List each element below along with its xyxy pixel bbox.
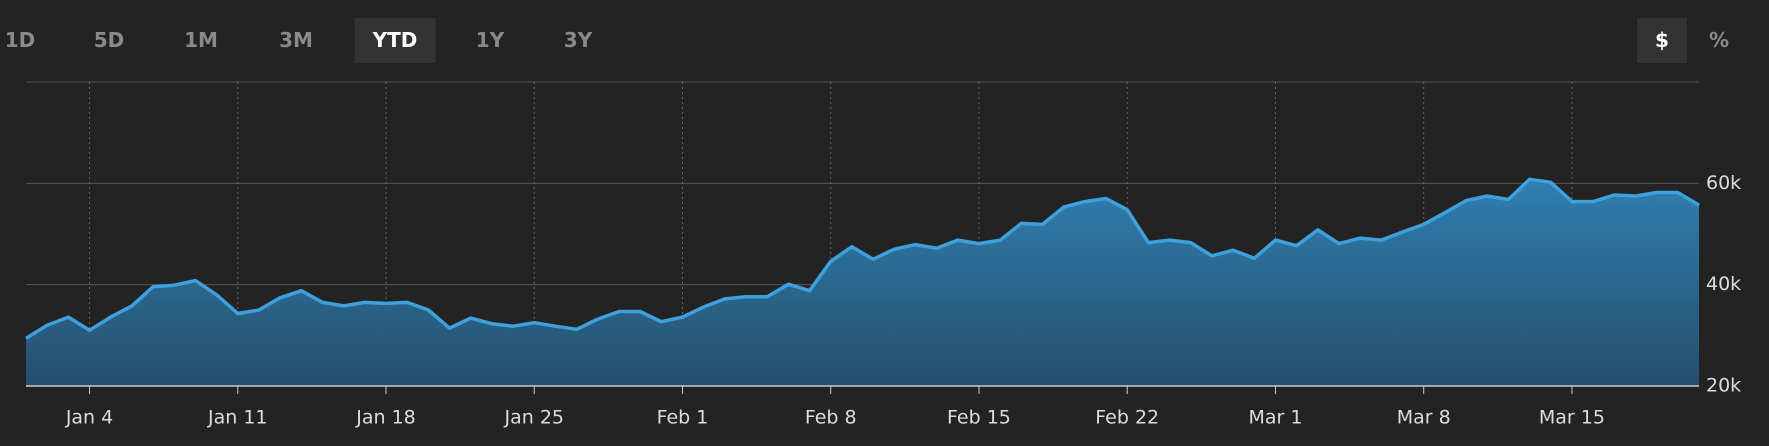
- unit-button[interactable]: $: [1637, 18, 1687, 63]
- x-tick-label: Feb 1: [657, 407, 709, 429]
- x-tick-label: Mar 15: [1539, 407, 1605, 429]
- range-button[interactable]: YTD: [354, 18, 436, 63]
- x-tick-label: Jan 4: [65, 407, 113, 429]
- x-tick-label: Jan 11: [207, 407, 268, 429]
- y-tick-label: 20k: [1706, 375, 1741, 397]
- range-button[interactable]: 1D: [4, 28, 36, 52]
- range-button[interactable]: 1Y: [475, 28, 505, 52]
- x-tick-label: Feb 15: [947, 407, 1011, 429]
- x-tick-label: Mar 1: [1248, 407, 1302, 429]
- area-fill: [26, 179, 1699, 386]
- range-button[interactable]: 3M: [279, 28, 313, 52]
- price-line: [25, 177, 1700, 340]
- range-button[interactable]: 5D: [93, 28, 125, 52]
- x-tick-label: Feb 8: [805, 407, 857, 429]
- x-tick-label: Mar 8: [1397, 407, 1451, 429]
- x-tick-label: Feb 22: [1095, 407, 1159, 429]
- y-tick-label: 40k: [1706, 273, 1741, 295]
- range-button[interactable]: 1M: [184, 28, 218, 52]
- x-tick-label: Jan 18: [355, 407, 416, 429]
- y-tick-label: 60k: [1706, 172, 1741, 194]
- x-tick-label: Jan 25: [503, 407, 564, 429]
- unit-button[interactable]: %: [1708, 28, 1730, 52]
- range-button[interactable]: 3Y: [563, 28, 593, 52]
